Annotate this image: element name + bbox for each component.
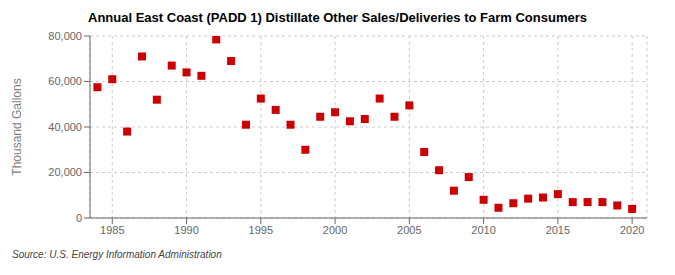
- svg-text:60,000: 60,000: [48, 75, 82, 87]
- html-text:Annual East Coast (PADD 1) Dis: Annual East Coast (PADD 1) Distillate Ot…: [88, 10, 587, 25]
- svg-text:2020: 2020: [620, 224, 644, 236]
- svg-text:Thousand Gallons: Thousand Gallons: [10, 78, 24, 175]
- svg-text:1990: 1990: [174, 224, 198, 236]
- svg-text:0: 0: [76, 212, 82, 224]
- svg-text:1995: 1995: [249, 224, 273, 236]
- svg-text:2005: 2005: [397, 224, 421, 236]
- svg-text:2000: 2000: [323, 224, 347, 236]
- svg-text:80,000: 80,000: [48, 30, 82, 42]
- svg-text:40,000: 40,000: [48, 121, 82, 133]
- svg-text:1985: 1985: [100, 224, 124, 236]
- svg-text:20,000: 20,000: [48, 166, 82, 178]
- html-text:Source: U.S. Energy Informatio: Source: U.S. Energy Information Administ…: [12, 249, 222, 260]
- svg-text:2010: 2010: [471, 224, 495, 236]
- svg-text:2015: 2015: [546, 224, 570, 236]
